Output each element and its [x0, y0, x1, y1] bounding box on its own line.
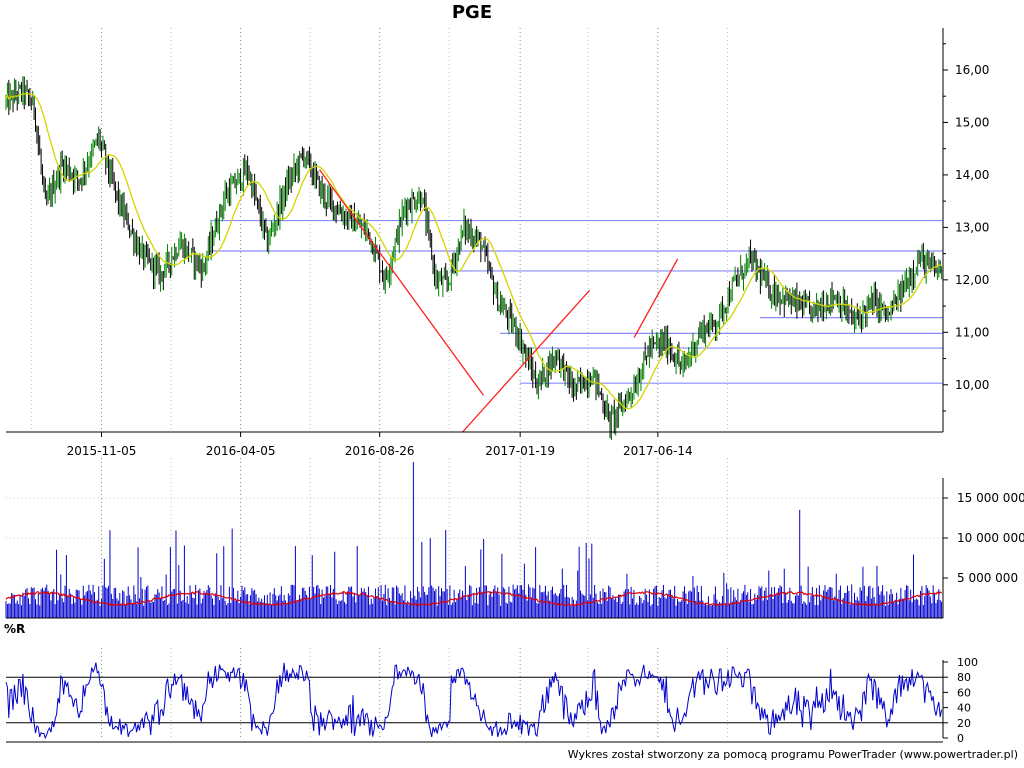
williams-r-label: %R — [4, 622, 26, 636]
price-panel — [5, 76, 943, 440]
price-tick-label: 12,00 — [955, 273, 989, 287]
grid-lines — [6, 28, 943, 738]
volume-panel — [5, 462, 943, 618]
wr-tick-label: 20 — [957, 717, 971, 730]
williams-r-line — [5, 662, 943, 740]
date-tick-label: 2016-08-26 — [345, 444, 415, 458]
volume-average-line — [5, 590, 942, 607]
date-tick-label: 2015-11-05 — [67, 444, 137, 458]
volume-tick-label: 5 000 000 — [957, 571, 1018, 585]
chart-title: PGE — [451, 2, 493, 23]
date-tick-label: 2016-04-05 — [206, 444, 276, 458]
footer-credit: Wykres został stworzony za pomocą progra… — [567, 748, 1018, 761]
volume-tick-label: 15 000 000 — [957, 491, 1024, 505]
wr-tick-label: 60 — [957, 686, 971, 699]
wr-tick-label: 0 — [957, 732, 964, 745]
date-tick-label: 2017-01-19 — [485, 444, 555, 458]
trend-line — [633, 258, 679, 338]
price-tick-label: 16,00 — [955, 63, 989, 77]
price-tick-label: 14,00 — [955, 168, 989, 182]
trend-line — [462, 289, 591, 433]
price-tick-label: 15,00 — [955, 115, 989, 129]
price-tick-label: 10,00 — [955, 378, 989, 392]
price-tick-label: 13,00 — [955, 220, 989, 234]
wr-tick-label: 40 — [957, 702, 971, 715]
date-tick-label: 2017-06-14 — [623, 444, 693, 458]
moving-average-line — [5, 92, 942, 410]
volume-tick-label: 10 000 000 — [957, 531, 1024, 545]
price-tick-label: 11,00 — [955, 325, 989, 339]
wr-tick-label: 80 — [957, 671, 971, 684]
axes: 10,00 11,00 12,00 13,00 14,00 15,00 16,00 2015-… — [6, 28, 1024, 745]
wr-tick-label: 100 — [957, 656, 978, 669]
trend-line — [318, 169, 484, 396]
williams-r-panel — [5, 662, 943, 740]
